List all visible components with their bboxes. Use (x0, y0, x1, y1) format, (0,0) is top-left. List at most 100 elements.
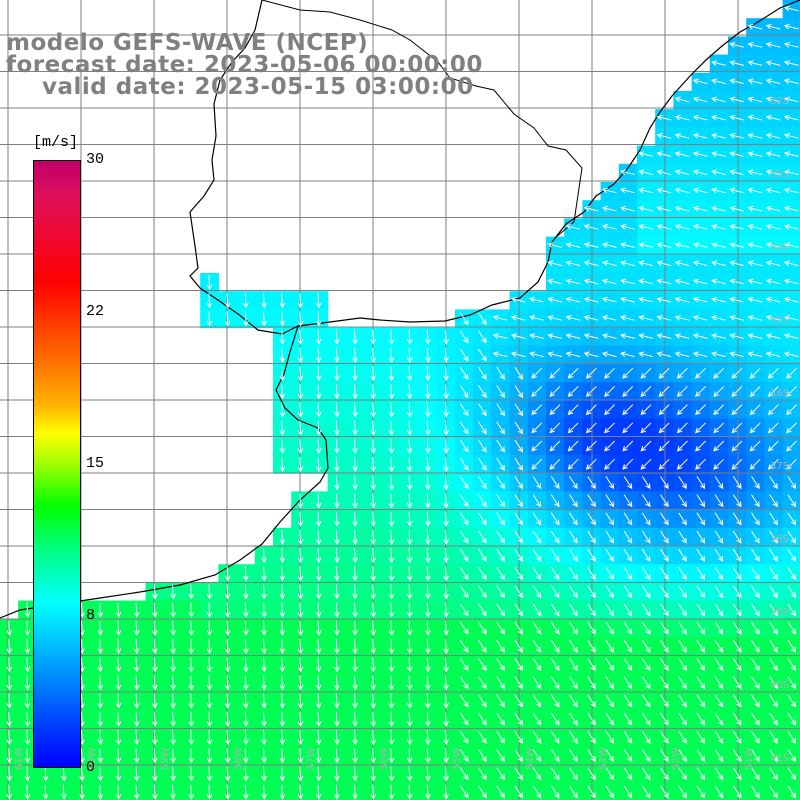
wind-arrow (425, 402, 431, 418)
wind-arrow (352, 602, 358, 618)
wind-arrow (765, 205, 781, 212)
wind-arrow (787, 694, 797, 708)
wind-arrow (747, 242, 763, 248)
wind-arrow (732, 639, 742, 653)
wind-arrow (224, 711, 231, 727)
wind-arrow (605, 730, 615, 744)
wind-arrow (711, 114, 726, 121)
wind-arrow (206, 584, 213, 600)
wind-arrow (224, 784, 231, 800)
wind-arrow (783, 151, 799, 157)
wind-arrow (732, 603, 742, 617)
wind-arrow (370, 402, 377, 418)
wind-arrow (370, 366, 377, 382)
wind-arrow (478, 694, 487, 708)
wind-arrow (152, 693, 158, 709)
wind-arrow (514, 421, 524, 435)
wind-arrow (406, 438, 413, 454)
wind-arrow (261, 293, 267, 309)
wind-arrow (638, 278, 654, 285)
wind-arrow (678, 694, 687, 708)
wind-arrow (620, 224, 635, 230)
wind-arrow (425, 784, 431, 800)
wind-arrow (714, 658, 724, 672)
wind-arrow (496, 512, 505, 526)
wind-arrow (676, 404, 688, 416)
wind-arrow (769, 567, 778, 581)
wind-arrow (406, 329, 413, 345)
wind-arrow (334, 784, 340, 800)
wind-arrow (514, 749, 524, 763)
wind-arrow (352, 475, 358, 491)
wind-arrow (188, 748, 195, 764)
wind-arrow (24, 711, 31, 727)
wind-arrow (492, 351, 508, 358)
wind-arrow (514, 530, 524, 544)
wind-arrow (765, 278, 781, 285)
wind-arrow (370, 584, 377, 600)
wind-arrow (751, 512, 760, 526)
wind-arrow (656, 114, 672, 121)
wind-arrow (297, 311, 304, 327)
wind-arrow (514, 785, 524, 799)
wind-arrow (406, 602, 413, 618)
wind-arrow (567, 386, 579, 397)
wind-arrow (243, 748, 249, 764)
wind-arrow (370, 529, 377, 545)
wind-arrow (711, 315, 726, 321)
wind-arrow (496, 639, 505, 653)
wind-arrow (656, 260, 672, 267)
wind-arrow (714, 676, 724, 690)
wind-arrow (334, 639, 340, 655)
wind-arrow (206, 766, 213, 782)
wind-arrow (605, 658, 615, 672)
wind-arrow (751, 694, 760, 708)
wind-arrow (656, 187, 672, 194)
wind-arrow (279, 366, 286, 382)
wind-arrow (674, 169, 690, 176)
wind-arrow (585, 458, 597, 470)
wind-arrow (152, 711, 158, 727)
wind-arrow (425, 511, 431, 527)
wind-arrow (224, 584, 231, 600)
wind-arrow (769, 676, 778, 690)
wind-arrow (732, 476, 742, 490)
wind-arrow (352, 548, 358, 564)
wind-arrow (61, 784, 67, 800)
wind-arrow (714, 585, 724, 599)
wind-arrow (696, 494, 706, 508)
wind-arrow (641, 658, 651, 672)
wind-arrow (279, 548, 286, 564)
wind-arrow (478, 676, 487, 690)
wind-arrow (676, 386, 688, 397)
wind-arrow (406, 639, 413, 655)
wind-arrow (711, 96, 726, 103)
wind-arrow (767, 422, 779, 434)
wind-arrow (443, 675, 449, 691)
wind-arrow (747, 133, 763, 139)
colorbar-unit-label: [m/s] (33, 134, 79, 151)
wind-arrow (531, 422, 543, 434)
wind-arrow (620, 333, 635, 339)
wind-arrow (569, 603, 578, 617)
wind-arrow (443, 493, 449, 509)
wind-arrow (769, 548, 778, 562)
wind-arrow (6, 657, 13, 673)
wind-arrow (623, 730, 633, 744)
wind-arrow (751, 585, 760, 599)
wind-arrow (660, 694, 669, 708)
wind-arrow (243, 784, 249, 800)
wind-arrow (732, 767, 742, 781)
wind-arrow (638, 242, 654, 248)
wind-arrow (711, 151, 726, 157)
wind-arrow (765, 23, 781, 30)
wind-arrow (334, 493, 340, 509)
wind-arrow (334, 548, 340, 564)
wind-arrow (406, 730, 413, 746)
wind-arrow (224, 293, 231, 309)
wind-arrow (459, 403, 469, 417)
wind-arrow (425, 529, 431, 545)
wind-arrow (711, 242, 726, 248)
wind-arrow (478, 767, 487, 781)
wind-arrow (587, 767, 596, 781)
